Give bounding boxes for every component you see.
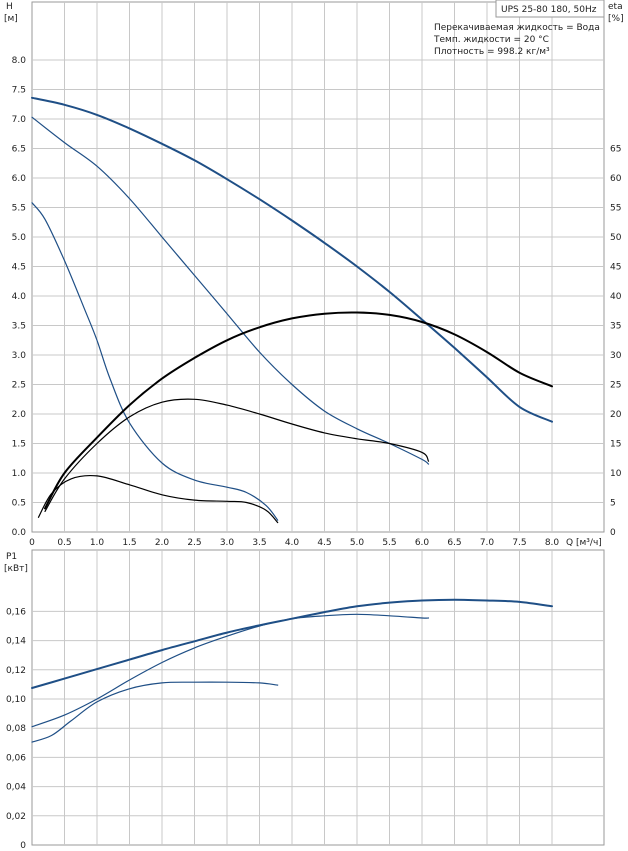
head-eta-curves [31, 96, 553, 524]
x-tick-label: 7.5 [512, 538, 526, 548]
y-tick-label: 0.0 [12, 528, 27, 538]
head-chart-grid [32, 2, 604, 532]
y-tick-label: 4.5 [12, 263, 26, 273]
y2-tick-label: 35 [610, 322, 621, 332]
y2-tick-label: 40 [610, 292, 622, 302]
model-label-box [495, 0, 605, 18]
x-tick-label: 3.0 [220, 538, 235, 548]
x-tick-label: 4.5 [317, 538, 331, 548]
x-tick-label: 5.5 [382, 538, 396, 548]
annotation-density: Плотность = 998.2 кг/м³ [434, 47, 550, 57]
x-tick-label: 8.0 [545, 538, 560, 548]
y2-tick-label: 60 [610, 174, 622, 184]
head-curve-1 [31, 96, 553, 423]
y2-tick-label: 65 [610, 145, 621, 155]
power-chart-grid [32, 550, 604, 845]
head-curve-2 [31, 116, 430, 465]
y-tick-label: 3.5 [12, 322, 26, 332]
efficiency-curve-4 [44, 311, 553, 510]
power-curve-2 [31, 613, 430, 728]
head-curve-3 [31, 202, 279, 521]
y2-axis-unit-eta: [%] [608, 14, 624, 24]
y2-tick-label: 50 [610, 233, 622, 243]
power-curve-3 [31, 681, 279, 743]
x-tick-label: 2.0 [155, 538, 170, 548]
x-axis-label-q: Q [566, 538, 573, 548]
power-y-tick-label: 0 [20, 841, 26, 851]
annotation-temperature: Темп. жидкости = 20 °C [433, 35, 549, 45]
power-y-tick-label: 0,06 [6, 753, 26, 763]
y-tick-label: 6.0 [12, 174, 27, 184]
y-tick-label: 7.5 [12, 86, 26, 96]
x-tick-label: 5.0 [350, 538, 365, 548]
annotation-liquid: Перекачиваемая жидкость = Вода [434, 23, 600, 33]
y-axis-unit-power: [кВт] [4, 564, 28, 574]
x-tick-label: 4.0 [285, 538, 300, 548]
x-tick-label: 6.5 [447, 538, 461, 548]
x-tick-label: 6.0 [415, 538, 430, 548]
y2-tick-label: 5 [610, 499, 616, 509]
y-axis-label-power: P1 [6, 552, 17, 562]
power-y-tick-label: 0,14 [6, 637, 26, 647]
power-curves [31, 598, 553, 743]
y-tick-label: 8.0 [12, 56, 27, 66]
power-y-tick-label: 0,12 [6, 666, 26, 676]
x-tick-label: 0 [29, 538, 35, 548]
y-tick-label: 7.0 [12, 115, 27, 125]
y2-tick-label: 15 [610, 440, 621, 450]
y2-tick-label: 30 [610, 351, 622, 361]
power-y-tick-label: 0,08 [6, 724, 26, 734]
flow-x-tick-labels: 0 0.5 1.0 1.5 2.0 2.5 3.0 3.5 4.0 4.5 5.0 5.5 6.0 6.5… [29, 538, 559, 548]
power-chart-frame [31, 549, 605, 846]
y-tick-label: 1.5 [12, 440, 26, 450]
y2-tick-label: 25 [610, 381, 621, 391]
y2-tick-label: 45 [610, 263, 621, 273]
y2-tick-label: 0 [610, 528, 616, 538]
y-tick-label: 5.0 [12, 233, 27, 243]
y-tick-label: 5.5 [12, 204, 26, 214]
head-y-tick-labels: 0.0 0.5 1.0 1.5 2.0 2.5 3.0 3.5 4.0 4.5 5.0 5.5 6.0 6… [12, 56, 27, 538]
y-tick-label: 3.0 [12, 351, 27, 361]
x-tick-label: 1.0 [90, 538, 105, 548]
power-y-tick-label: 0,04 [6, 783, 26, 793]
x-axis-unit-q: [м³/ч] [576, 538, 602, 548]
y-tick-label: 1.0 [12, 469, 27, 479]
y2-tick-label: 55 [610, 204, 621, 214]
y-tick-label: 2.0 [12, 410, 27, 420]
power-y-tick-label: 0,16 [6, 607, 26, 617]
x-tick-label: 0.5 [57, 538, 71, 548]
x-tick-label: 1.5 [122, 538, 136, 548]
y2-tick-label: 10 [610, 469, 622, 479]
eta-y2-tick-labels: 0 5 10 15 20 25 30 35 40 45 50 55 60 65 [610, 145, 622, 539]
y-tick-label: 4.0 [12, 292, 27, 302]
efficiency-curve-5 [44, 398, 430, 512]
model-label: UPS 25-80 180, 50Hz [501, 5, 597, 15]
y-axis-unit-head: [м] [4, 14, 18, 24]
y-tick-label: 6.5 [12, 145, 26, 155]
x-tick-label: 3.5 [252, 538, 266, 548]
y-axis-label-head: H [6, 2, 13, 12]
power-y-tick-label: 0,10 [6, 695, 26, 705]
y2-tick-label: 20 [610, 410, 622, 420]
x-tick-label: 7.0 [480, 538, 495, 548]
power-y-tick-label: 0,02 [6, 812, 26, 822]
x-tick-label: 2.5 [187, 538, 201, 548]
y2-axis-label-eta: eta [608, 2, 623, 12]
efficiency-curve-6 [37, 474, 279, 524]
power-y-tick-labels: 0 0,02 0,04 0,06 0,08 0,10 0,12 0,14 0,16 [6, 607, 26, 851]
y-tick-label: 2.5 [12, 381, 26, 391]
y-tick-label: 0.5 [12, 499, 26, 509]
